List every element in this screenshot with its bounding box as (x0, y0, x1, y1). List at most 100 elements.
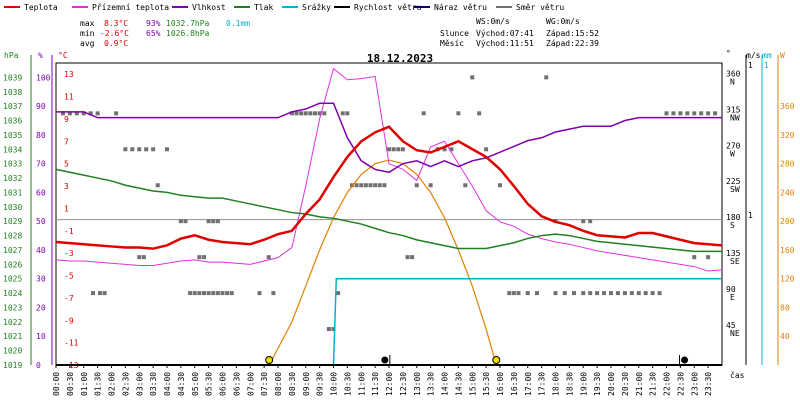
x-tick-label: 11:00 (357, 372, 366, 396)
pressure-tick-label: 1028 (3, 232, 22, 241)
x-tick-label: 01:30 (94, 372, 103, 396)
direction-point (685, 111, 690, 116)
x-tick-label: 07:00 (246, 372, 255, 396)
legend-label: Směr větru (516, 3, 564, 12)
humidity-tick-label: 80 (36, 131, 46, 140)
x-tick-label: 00:30 (66, 372, 75, 396)
humidity-tick-label: 30 (36, 275, 46, 284)
pressure-tick-label: 1026 (3, 260, 22, 269)
x-tick-label: 08:00 (274, 372, 283, 396)
wind-tick-label: 1 (748, 211, 753, 220)
direction-tick-label: 270 (726, 141, 741, 150)
temperature-tick-label: 13 (64, 70, 74, 79)
stats-max-temp: 8.3°C (104, 19, 128, 28)
direction-point (609, 291, 613, 296)
axis-unit-ms: m/s (746, 51, 761, 60)
humidity-tick-label: 0 (36, 361, 41, 370)
direction-point (363, 183, 368, 188)
stats-rain: 0.1mm (226, 19, 250, 28)
direction-point (470, 75, 475, 80)
direction-point (299, 111, 304, 116)
sunset-marker (492, 356, 501, 364)
direction-point (477, 111, 482, 116)
direction-tick-label: S (730, 221, 735, 230)
pressure-tick-label: 1036 (3, 117, 22, 126)
x-tick-label: 13:30 (427, 372, 436, 396)
x-tick-label: 08:30 (288, 372, 297, 396)
humidity-tick-label: 40 (36, 246, 46, 255)
x-tick-label: 04:00 (163, 372, 172, 396)
x-tick-label: 13:00 (413, 372, 422, 396)
direction-point (643, 291, 648, 296)
direction-point (396, 147, 401, 152)
direction-point (266, 255, 271, 260)
x-tick-label: 20:30 (621, 372, 630, 396)
pressure-tick-label: 1022 (3, 318, 22, 327)
pressure-tick-label: 1039 (3, 73, 22, 82)
direction-point (206, 291, 211, 296)
pressure-tick-label: 1030 (3, 203, 22, 212)
legend-label: Přízemní teplota (92, 3, 169, 12)
x-tick-label: 05:30 (205, 372, 214, 396)
direction-point (602, 291, 607, 296)
humidity-tick-label: 90 (36, 102, 46, 111)
direction-tick-label: 315 (726, 105, 741, 114)
direction-point (692, 255, 697, 260)
direction-point (345, 111, 350, 116)
direction-tick-label: E (730, 293, 735, 302)
x-tick-label: 19:30 (593, 372, 602, 396)
x-tick-label: 06:30 (232, 372, 241, 396)
direction-point (507, 291, 512, 296)
direction-point (155, 183, 160, 188)
direction-point (308, 111, 313, 116)
direction-point (414, 183, 419, 188)
pressure-tick-label: 1038 (3, 88, 22, 97)
pressure-line (55, 168, 722, 253)
sun-tick-label: 80 (780, 303, 790, 312)
direction-point (336, 291, 341, 296)
direction-tick-label: SW (730, 185, 740, 194)
x-tick-label: 07:30 (260, 372, 269, 396)
sun-tick-label: 160 (780, 246, 795, 255)
direction-point (629, 291, 634, 296)
x-tick-label: 14:30 (454, 372, 463, 396)
direction-point (636, 291, 641, 296)
direction-point (151, 147, 156, 152)
moonrise-marker (381, 356, 389, 364)
direction-point (498, 183, 502, 188)
sunrise-marker (265, 356, 274, 364)
info-sun-rise: Východ:07:41 (476, 29, 534, 38)
stats-max-humidity: 93% (146, 19, 161, 28)
x-tick-label: 06:00 (219, 372, 228, 396)
direction-point (421, 111, 426, 116)
plot-frame (55, 62, 723, 366)
info-moon-set: Západ:22:39 (546, 39, 599, 48)
direction-point (183, 219, 188, 224)
x-tick-label: 22:00 (663, 372, 672, 396)
direction-point (215, 291, 220, 296)
direction-point (317, 111, 322, 116)
axis-unit-celsius: °C (58, 51, 68, 60)
axis-unit-percent: % (38, 51, 43, 60)
direction-point (657, 291, 662, 296)
legend-label: Náraz větru (434, 3, 487, 12)
wind-tick-label: 1 (748, 61, 753, 70)
direction-point (123, 147, 128, 152)
temperature-tick-label: 9 (64, 115, 69, 124)
direction-point (664, 111, 669, 116)
direction-point (354, 183, 359, 188)
pressure-tick-label: 1020 (3, 347, 22, 356)
direction-point (202, 291, 206, 296)
direction-point (220, 291, 225, 296)
direction-point (511, 291, 516, 296)
direction-point (165, 147, 169, 152)
direction-point (373, 183, 378, 188)
x-tick-label: 10:00 (330, 372, 339, 396)
temperature-tick-label: 1 (64, 204, 69, 213)
pressure-tick-label: 1023 (3, 303, 22, 312)
direction-point (81, 111, 86, 116)
x-tick-label: 15:30 (482, 372, 491, 396)
legend-label: Srážky (302, 3, 331, 12)
x-tick-label: 17:30 (538, 372, 547, 396)
pressure-tick-label: 1027 (3, 246, 22, 255)
